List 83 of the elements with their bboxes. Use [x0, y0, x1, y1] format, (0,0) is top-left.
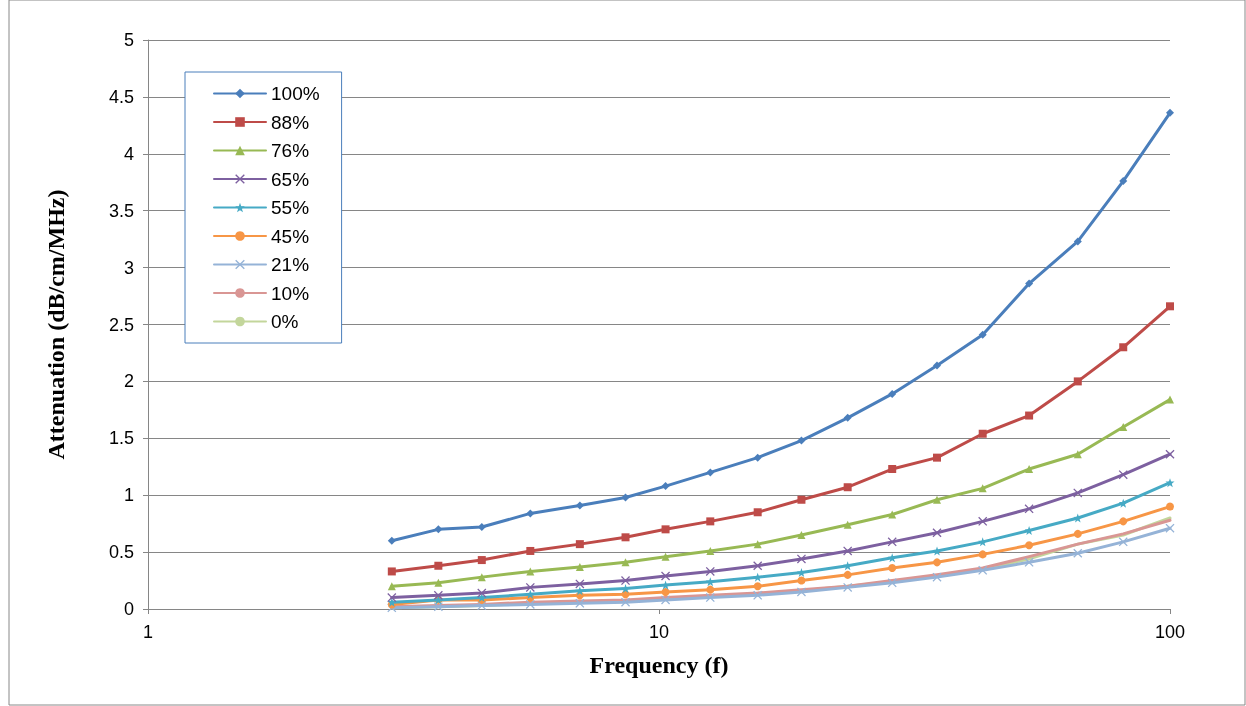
- legend-label: 88%: [271, 111, 310, 133]
- point: [753, 453, 762, 462]
- point: [796, 587, 806, 597]
- legend-label: 10%: [271, 282, 310, 304]
- point: [978, 330, 987, 339]
- point: [753, 582, 762, 591]
- point: [434, 561, 443, 570]
- y-tick-label: 4: [123, 143, 134, 164]
- point: [932, 572, 942, 582]
- legend-label: 21%: [271, 254, 310, 275]
- legend-label: 45%: [271, 225, 310, 247]
- point: [477, 588, 487, 598]
- point: [933, 361, 942, 370]
- point: [477, 556, 486, 565]
- point: [477, 601, 487, 611]
- x-axis-title: Frequency (f): [589, 652, 729, 678]
- point: [796, 554, 806, 564]
- legend-label: 65%: [271, 168, 310, 190]
- legend-label: 100%: [271, 83, 320, 104]
- point: [978, 429, 987, 438]
- point: [434, 525, 443, 534]
- point: [888, 465, 897, 474]
- point: [843, 546, 853, 556]
- point: [888, 389, 897, 398]
- y-tick-label: 0: [123, 599, 134, 619]
- y-tick-label: 3: [123, 257, 134, 278]
- point: [525, 599, 535, 609]
- point: [1025, 279, 1034, 288]
- point: [933, 453, 942, 462]
- point: [661, 571, 671, 581]
- y-axis-title: Attenuation (dB/cm/MHz): [43, 189, 69, 460]
- point: [933, 495, 942, 504]
- point: [526, 509, 535, 518]
- y-tick-label: 2: [123, 371, 134, 392]
- y-tick-label: 5: [123, 30, 134, 50]
- point: [706, 517, 715, 526]
- point: [843, 570, 852, 579]
- x-tick-label: 1: [142, 622, 154, 642]
- x-tick-label: 100: [1154, 622, 1186, 642]
- y-tick-label: 4.5: [108, 86, 134, 107]
- legend-label: 0%: [271, 311, 299, 332]
- point: [1025, 411, 1034, 420]
- point: [387, 567, 396, 576]
- point: [661, 595, 671, 605]
- point: [661, 482, 670, 491]
- point: [661, 552, 670, 561]
- point: [706, 468, 715, 477]
- point: [797, 436, 806, 445]
- point: [797, 495, 806, 504]
- point: [387, 593, 397, 603]
- point: [1024, 557, 1034, 567]
- point: [753, 540, 762, 549]
- point: [661, 525, 670, 534]
- point: [932, 528, 942, 538]
- point: [705, 566, 715, 576]
- point: [797, 576, 806, 585]
- point: [797, 531, 806, 540]
- point: [933, 558, 942, 567]
- point: [796, 568, 806, 578]
- point: [387, 536, 396, 545]
- y-tick-label: 2.5: [108, 314, 134, 335]
- point: [661, 587, 670, 596]
- legend-label: 76%: [271, 140, 310, 161]
- point: [1025, 541, 1034, 550]
- point: [526, 546, 535, 555]
- point: [843, 413, 852, 422]
- point: [753, 508, 762, 517]
- point: [706, 585, 715, 594]
- point: [1025, 465, 1034, 474]
- point: [843, 520, 852, 529]
- point: [888, 564, 897, 573]
- point: [978, 550, 987, 559]
- y-tick-label: 1.5: [108, 428, 134, 449]
- point: [843, 483, 852, 492]
- y-tick-label: 1: [123, 485, 134, 506]
- x-tick-label: 10: [648, 622, 670, 642]
- point: [705, 593, 715, 603]
- legend-label: 55%: [271, 197, 310, 218]
- point: [706, 546, 715, 555]
- y-tick-label: 3.5: [108, 200, 134, 221]
- point: [888, 510, 897, 519]
- point: [434, 578, 443, 587]
- y-tick-label: 0.5: [108, 542, 134, 563]
